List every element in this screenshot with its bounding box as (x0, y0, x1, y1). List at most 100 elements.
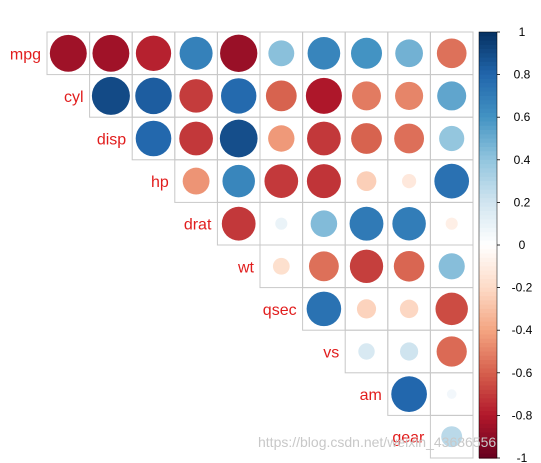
color-legend-segment (479, 445, 497, 451)
corr-circle-disp-am (351, 123, 382, 154)
color-legend-segment (479, 402, 497, 408)
corr-circle-cyl-drat (179, 79, 213, 113)
color-legend-segment (479, 449, 497, 455)
color-legend-segment (479, 287, 497, 293)
corr-circle-hp-gear (401, 173, 417, 189)
color-legend-segment (479, 210, 497, 216)
color-legend-segment (479, 159, 497, 165)
color-legend-segment (479, 100, 497, 106)
color-legend-segment (479, 334, 497, 340)
color-legend-tick-label: 0 (519, 238, 526, 252)
color-legend-segment (479, 325, 497, 331)
color-legend-segment (479, 304, 497, 310)
corr-circle-vs-am (358, 343, 375, 360)
column-label-disp: disp (103, 0, 120, 26)
column-label-carb: carb (444, 0, 461, 26)
color-legend-segment (479, 342, 497, 348)
color-legend-segment (479, 266, 497, 272)
column-labels: cyl disp hp drat wt qsec vs am gear carb (60, 0, 460, 27)
color-legend-segment (479, 338, 497, 344)
color-legend-segment (479, 330, 497, 336)
column-label-cyl: cyl (60, 6, 77, 26)
corr-circle-drat-carb (445, 217, 458, 230)
color-legend-segment (479, 398, 497, 404)
color-legend-segment (479, 202, 497, 208)
color-legend-segment (479, 91, 497, 97)
corr-circle-hp-vs (306, 164, 341, 199)
row-label-vs: vs (323, 345, 339, 362)
corr-circle-cyl-hp (135, 77, 172, 115)
color-legend-segment (479, 436, 497, 442)
column-label-qsec: qsec (273, 0, 290, 26)
color-legend-segment (479, 74, 497, 80)
corr-circle-cyl-carb (437, 81, 467, 111)
color-legend-segment (479, 351, 497, 357)
corr-circle-mpg-disp (92, 34, 130, 72)
color-legend-segment (479, 108, 497, 114)
color-legend-segment (479, 66, 497, 71)
color-legend (478, 31, 498, 459)
corr-circle-mpg-gear (395, 39, 423, 68)
corr-circle-mpg-carb (436, 38, 467, 69)
color-legend-segment (479, 49, 497, 54)
color-legend-segment (479, 129, 497, 135)
row-label-am: am (360, 387, 382, 404)
row-label-wt: wt (237, 259, 255, 276)
column-label-drat: drat (188, 0, 205, 26)
color-legend-segment (479, 368, 497, 374)
column-label-vs: vs (316, 10, 333, 26)
color-legend-segment (479, 117, 497, 123)
color-legend-segment (479, 372, 497, 378)
corr-circle-disp-qsec (268, 125, 295, 152)
color-legend-segment (479, 138, 497, 144)
corr-circle-mpg-wt (220, 34, 258, 72)
color-legend-segment (479, 83, 497, 88)
corr-circle-hp-am (356, 171, 377, 191)
color-legend-segment (479, 61, 497, 67)
color-legend-segment (479, 453, 497, 459)
corr-circle-hp-wt (222, 164, 255, 198)
corr-circle-wt-qsec (272, 257, 290, 275)
color-legend-segment (479, 87, 497, 93)
corr-circle-wt-gear (393, 251, 425, 282)
color-legend-segment (479, 36, 497, 42)
corr-circle-wt-am (349, 249, 384, 283)
color-legend-segment (479, 317, 497, 323)
color-legend-segment (479, 432, 497, 438)
corr-circle-drat-qsec (275, 217, 288, 230)
row-label-gear: gear (392, 430, 425, 447)
corr-circle-disp-hp (135, 120, 172, 157)
corr-circle-vs-gear (400, 342, 419, 361)
color-legend-segment (479, 53, 497, 59)
corr-circle-hp-qsec (264, 164, 299, 198)
corr-circle-hp-drat (182, 167, 210, 195)
color-legend-segment (479, 44, 497, 50)
color-legend-segment (479, 164, 497, 169)
color-legend-segment (479, 232, 497, 238)
color-legend-segment (479, 381, 497, 387)
color-legend-segment (479, 270, 497, 276)
color-legend-segment (479, 181, 497, 186)
color-legend-segment (479, 245, 497, 250)
corr-circle-disp-vs (307, 121, 341, 156)
color-legend-segment (479, 385, 497, 391)
color-legend-segment (479, 57, 497, 63)
color-legend-segment (479, 125, 497, 131)
column-label-wt: wt (231, 9, 248, 27)
color-legend-segment (479, 419, 497, 425)
color-legend-segment (479, 189, 497, 195)
color-legend-segment (479, 236, 497, 242)
color-legend-segment (479, 283, 497, 289)
color-legend-segment (479, 415, 497, 421)
color-legend-tick-label: 0.6 (514, 110, 531, 124)
color-legend-segment (479, 428, 497, 434)
corr-circle-am-gear (391, 376, 427, 412)
color-legend-segment (479, 377, 497, 382)
color-legend-tick-label: 0.4 (514, 153, 531, 167)
color-legend-segment (479, 32, 497, 37)
color-legend-tick-label: -0.2 (512, 281, 533, 295)
corr-circle-cyl-am (352, 81, 381, 111)
color-legend-tick-label: 1 (519, 25, 526, 39)
color-legend-segment (479, 364, 497, 370)
